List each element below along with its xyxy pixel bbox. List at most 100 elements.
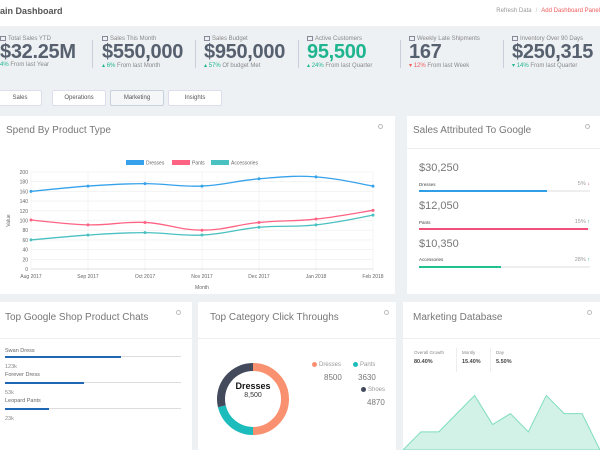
donut-segment-pants [217,405,254,435]
data-point [371,208,375,212]
y-tick-label: 120 [20,209,29,215]
marketing-stat-label: Day [496,350,505,355]
add-dashboard-panel-link[interactable]: Add Dashboard Panel [541,8,600,14]
stat-value: $950,000 [204,41,286,64]
divider [92,40,93,68]
card-divider [407,148,600,149]
stat-value: $250,315 [512,41,594,64]
divider [195,40,196,68]
chat-product-name: Leopard Pants [5,398,41,404]
data-point [257,220,261,224]
stat-value: 95,500 [307,41,367,64]
refresh-data-link[interactable]: Refresh Data [496,8,532,14]
caret-up-icon: ▴ [102,63,107,70]
legend-dot [353,362,358,367]
caret-down-icon: ▾ [512,63,517,70]
stat-value: $550,000 [102,41,184,64]
stat-change-text: Of budget Met [222,63,261,70]
y-tick-label: 60 [22,238,28,244]
gear-icon[interactable] [378,124,383,129]
data-point [86,184,90,188]
tab-marketing[interactable]: Marketing [110,90,164,106]
y-tick-label: 80 [22,228,28,234]
google-pct: 15% ↑ [575,219,590,225]
data-point [143,182,147,186]
stat-label: Sales Budget [212,36,248,43]
card-title: Top Category Click Throughs [210,312,339,323]
chat-progress-track [5,355,181,358]
y-tick-label: 200 [20,170,29,176]
legend-pants: Pants [353,362,375,368]
google-amount: $30,250 [419,162,459,174]
stat-value: 167 [409,41,442,64]
chat-value: 53k [5,390,14,396]
stat-active-customers: Active Customers 95,500 ▴ 24% From last … [307,36,372,76]
chat-progress-fill [5,407,49,410]
y-tick-label: 0 [25,267,28,273]
chat-product-name: Forever Dress [5,372,40,378]
donut-inner-ring [226,372,280,426]
data-point [200,233,204,237]
donut-center-value: 8,500 [244,392,262,399]
google-name: Pants [419,220,431,225]
stat-change-text: From last Week [427,63,470,70]
spend-by-product-type-card: Spend By Product Type 0 20 40 60 80 100 120 140… [0,116,395,294]
data-point [257,177,261,181]
y-tick-label: 180 [20,180,29,186]
stat-label: Total Sales YTD [8,36,51,43]
google-progress-track [419,228,590,230]
data-point [371,184,375,188]
marketing-area-chart [403,394,600,450]
legend-swatch [126,160,144,165]
google-pct: 28% ↑ [575,257,590,263]
x-tick-label: Jan 2018 [306,274,327,280]
x-axis-label: Month [195,285,209,291]
legend-label: Dresses [146,161,165,167]
arrow-down-icon: ↓ [587,181,590,187]
sales-attributed-to-google-card: Sales Attributed To Google $30,250 Dress… [407,116,600,294]
data-point [371,213,375,217]
divider [298,40,299,68]
stat-label: Inventory Over 90 Days [520,36,584,43]
chat-value: 23k [5,416,14,422]
gear-icon[interactable] [384,310,389,315]
data-point [314,217,318,221]
card-title: Top Google Shop Product Chats [5,312,149,323]
tab-insights[interactable]: Insights [168,90,222,106]
chat-progress-fill [5,381,85,384]
stat-sales-this-month: Sales This Month $550,000 ▴ 6% From last… [102,36,183,76]
google-name: Dresses [419,182,436,187]
spend-line-chart: 0 20 40 60 80 100 120 140 160 180 200 Aug 2017 Sep 2… [6,160,384,291]
marketing-stat-label: Montly [462,350,476,355]
x-tick-label: Aug 2017 [20,274,42,280]
gear-icon[interactable] [587,310,592,315]
chat-progress-fill [5,355,122,358]
y-axis-label: Value [6,214,12,227]
legend-value: 4870 [367,398,385,407]
google-name: Accessories [419,257,444,262]
users-icon [307,36,313,41]
donut-segment-shoes [217,363,254,408]
stat-change: 24% [311,63,324,70]
stat-change-text: From last Year [10,62,50,69]
legend-label: Dresses [319,362,342,369]
stats-row: Total Sales YTD $32.25M 4% From last Yea… [0,30,600,80]
stat-sales-budget: Sales Budget $950,000 ▴ 57% Of budget Me… [204,36,285,76]
tab-operations[interactable]: Operations [52,90,106,106]
data-point [29,189,33,193]
gear-icon[interactable] [176,310,181,315]
marketing-database-card: Marketing Database Overall Growth 80.40% … [403,302,600,450]
data-point [200,184,204,188]
chat-value: 123k [5,364,17,370]
divider [400,40,401,68]
gear-icon[interactable] [585,124,590,129]
google-amount: $10,350 [419,238,459,250]
tab-sales[interactable]: Sales [0,90,42,106]
y-tick-label: 40 [22,248,28,254]
stat-weekly-late-shipments: Weekly Late Shipments 167 ▾ 12% From las… [409,36,480,76]
stat-label: Sales This Month [110,36,157,43]
link-separator: / [535,8,538,14]
area-series [403,394,600,450]
header-links: Refresh Data / Add Dashboard Panel [496,8,600,14]
google-pct-value: 15% [574,219,586,225]
